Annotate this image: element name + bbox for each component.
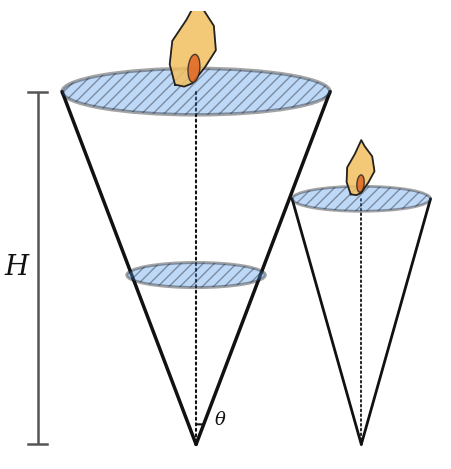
Ellipse shape xyxy=(291,186,429,211)
Ellipse shape xyxy=(127,263,265,287)
Polygon shape xyxy=(346,140,373,195)
Text: H: H xyxy=(4,255,28,281)
Text: θ: θ xyxy=(215,411,226,429)
Ellipse shape xyxy=(356,175,364,192)
Polygon shape xyxy=(169,0,216,87)
Ellipse shape xyxy=(62,68,329,115)
Ellipse shape xyxy=(188,54,199,83)
